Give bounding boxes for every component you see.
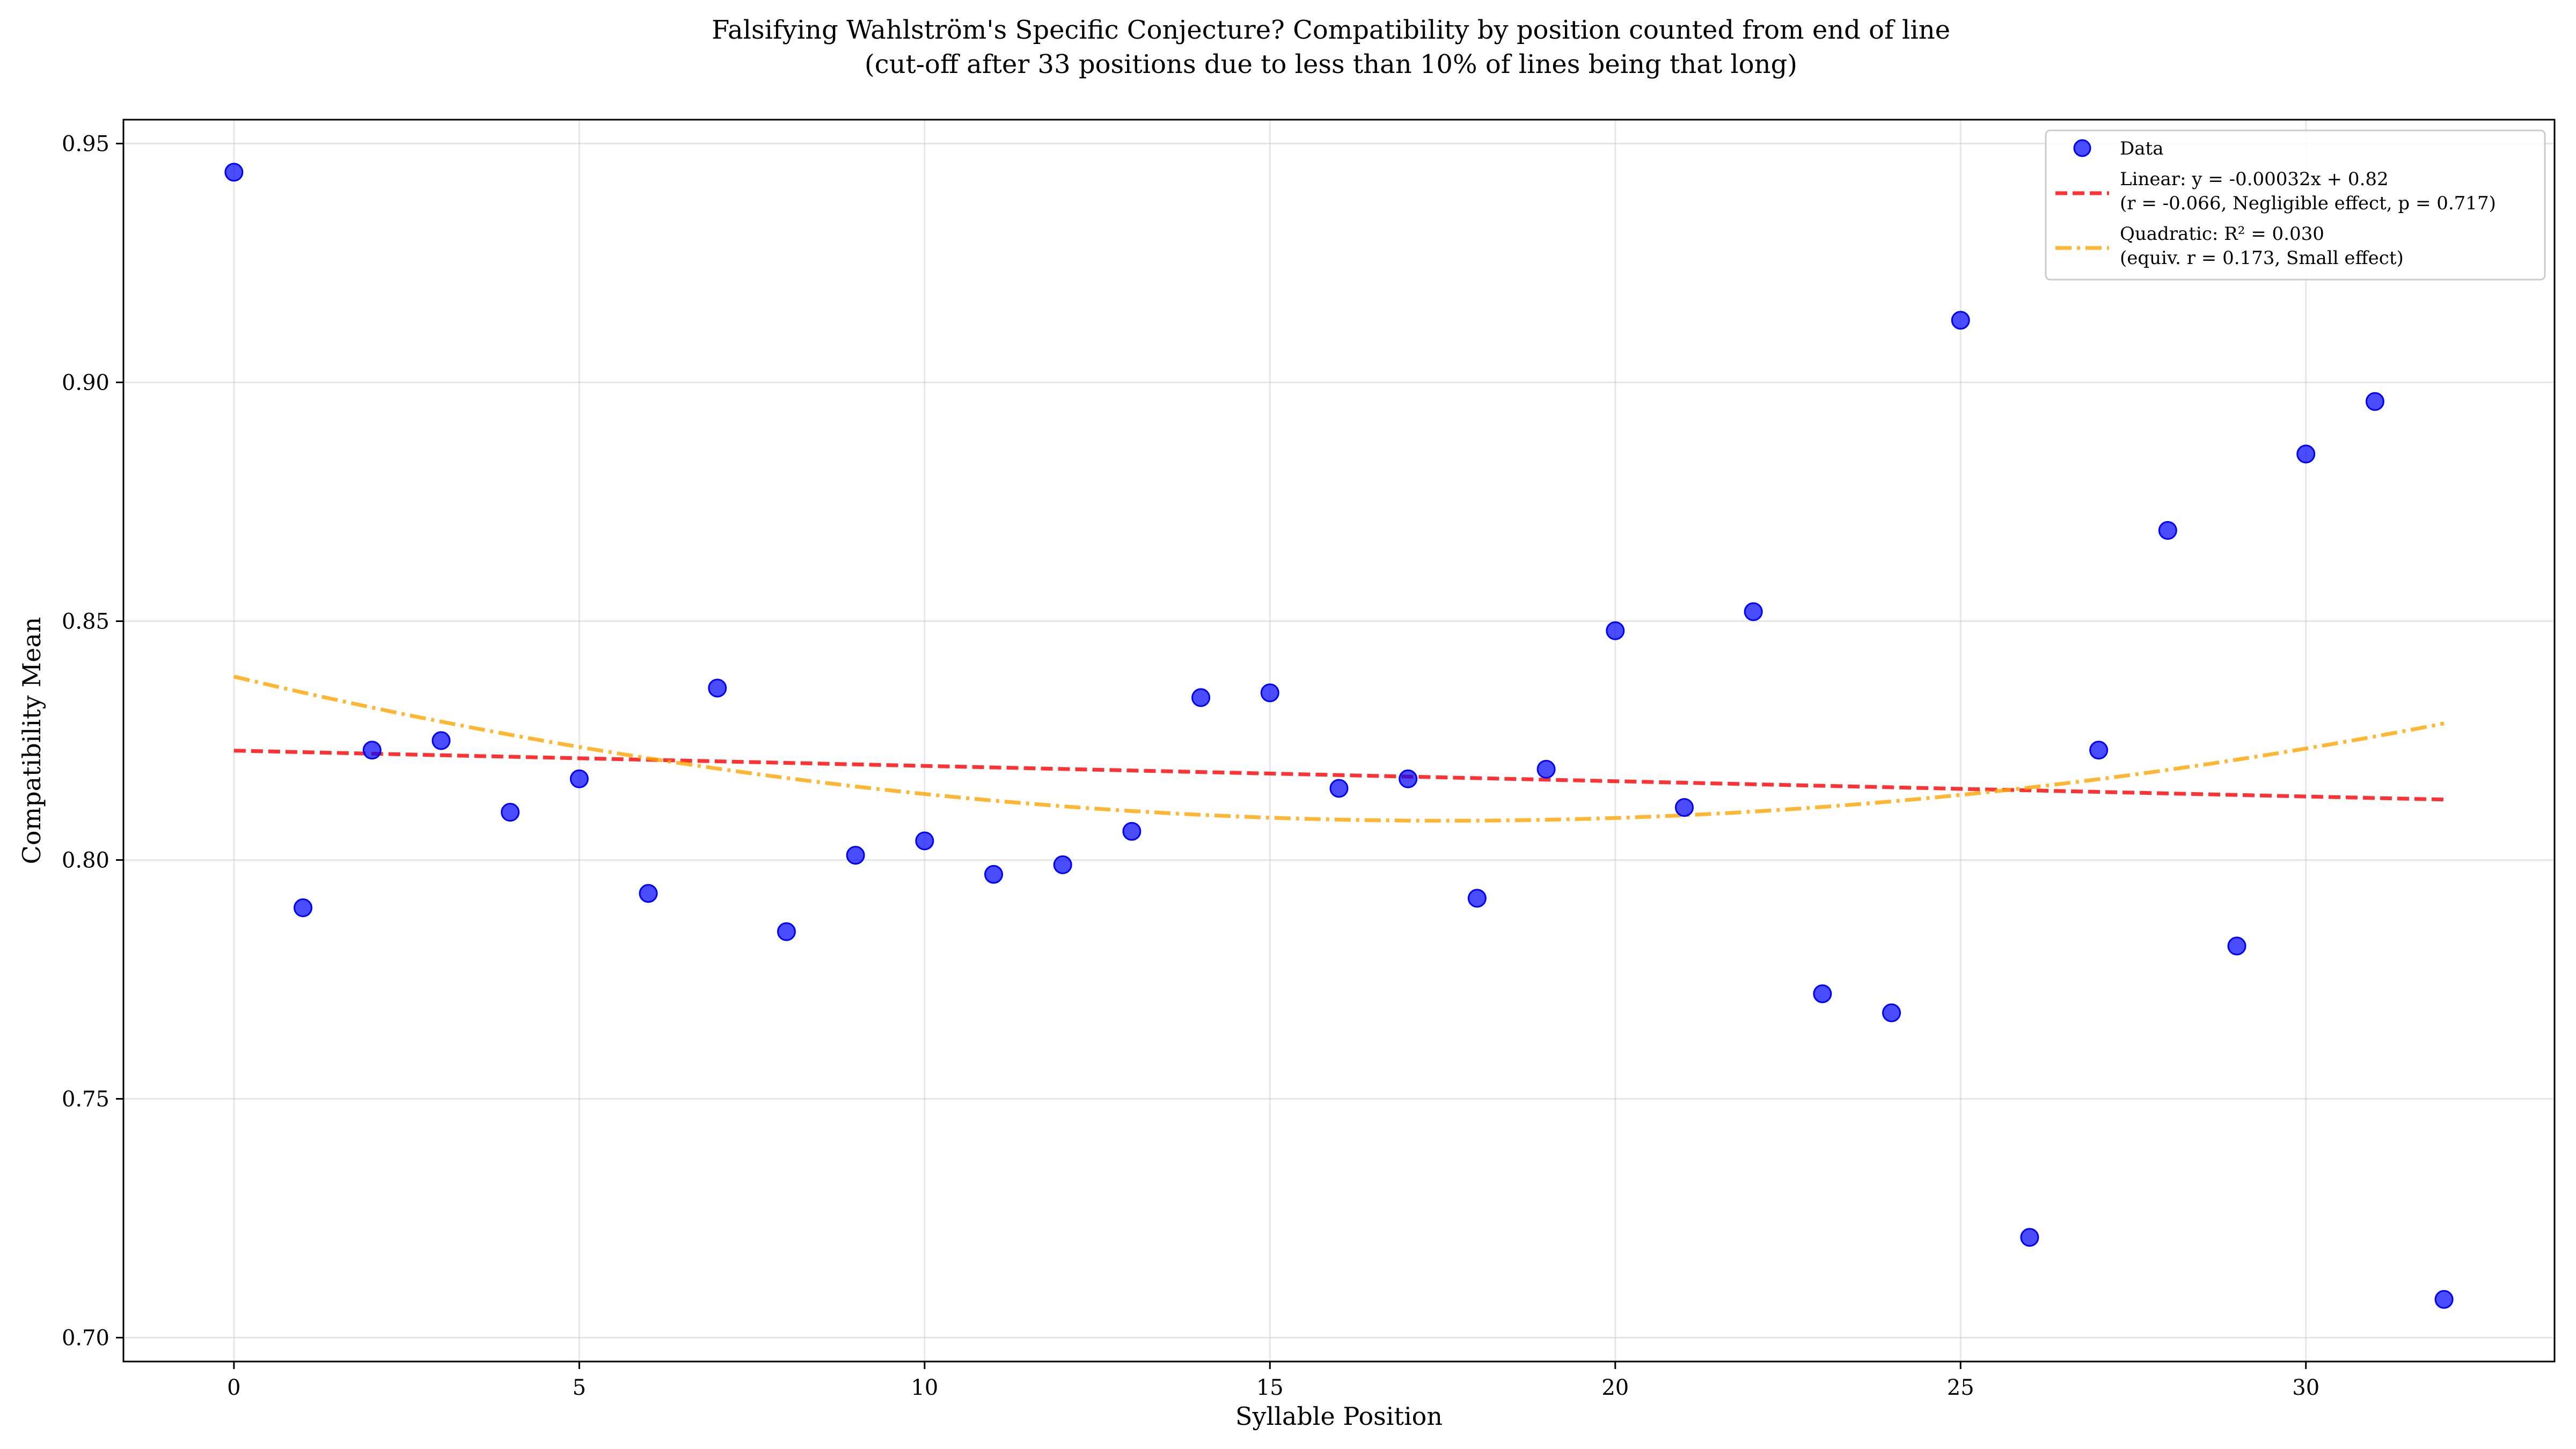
chart-title: Falsifying Wahlström's Specific Conjectu… [712,15,1950,45]
legend-label-linear-detail: (r = -0.066, Negligible effect, p = 0.71… [2120,193,2496,214]
data-point [639,884,658,903]
legend-label-quadratic-detail: (equiv. r = 0.173, Small effect) [2120,247,2404,269]
data-point [1536,759,1556,779]
y-tick-label: 0.85 [62,610,109,634]
data-point [2227,936,2246,956]
data-point [1951,311,1970,330]
data-point [915,831,934,851]
data-point [224,163,244,182]
x-axis-ticks: 0 5 10 15 20 25 30 [227,1362,2319,1400]
x-tick-label: 30 [2292,1375,2319,1400]
data-point [2158,521,2177,540]
data-point [294,898,313,917]
chart-subtitle: (cut-off after 33 positions due to less … [865,49,1797,79]
plot-frame [122,119,2556,1363]
data-point [501,803,520,822]
data-point [1399,769,1418,788]
legend-marker-data [2073,139,2091,157]
legend-label-quadratic: Quadratic: R² = 0.030 [2120,223,2324,245]
linear-fit-line [233,749,2445,802]
data-point [1467,889,1487,908]
y-tick-label: 0.75 [62,1087,109,1112]
data-point [1329,779,1349,798]
data-point [431,731,451,750]
fit-lines [233,675,2445,823]
x-tick-label: 15 [1256,1375,1284,1400]
y-tick-label: 0.90 [62,371,109,396]
data-point [1744,602,1763,621]
data-point [2365,392,2384,411]
y-axis-label: Compatibility Mean [17,617,46,865]
data-point [1882,1003,1901,1022]
x-axis-label: Syllable Position [1235,1402,1443,1431]
data-point [1606,621,1625,640]
data-point [2089,741,2109,760]
data-point [1813,984,1832,1004]
data-point [846,846,865,865]
data-point [708,678,727,698]
y-tick-label: 0.95 [62,132,109,157]
x-tick-label: 25 [1947,1375,1974,1400]
y-axis-ticks: 0.70 0.75 0.80 0.85 0.90 0.95 [62,132,123,1351]
x-tick-label: 0 [227,1375,240,1400]
data-point [1191,688,1211,707]
legend-box [2045,129,2546,281]
legend-label-linear: Linear: y = -0.00032x + 0.82 [2120,169,2389,190]
x-tick-label: 10 [911,1375,938,1400]
x-tick-label: 20 [1601,1375,1629,1400]
data-point [1260,683,1279,702]
quadratic-fit-line [233,675,2445,823]
y-tick-label: 0.80 [62,848,109,873]
data-point [777,922,796,941]
y-tick-label: 0.70 [62,1326,109,1351]
legend-label-data: Data [2120,138,2163,159]
data-points [224,163,2454,1309]
x-tick-label: 5 [573,1375,586,1400]
data-point [2296,444,2316,464]
grid [123,120,2555,1362]
data-point [1122,822,1141,841]
legend: Data Linear: y = -0.00032x + 0.82 (r = -… [2045,129,2546,281]
data-point [362,741,382,760]
data-point [1053,855,1072,874]
data-point [2020,1228,2039,1247]
data-point [569,769,589,788]
data-point [1674,798,1694,817]
data-point [2434,1290,2454,1309]
data-point [984,865,1004,884]
